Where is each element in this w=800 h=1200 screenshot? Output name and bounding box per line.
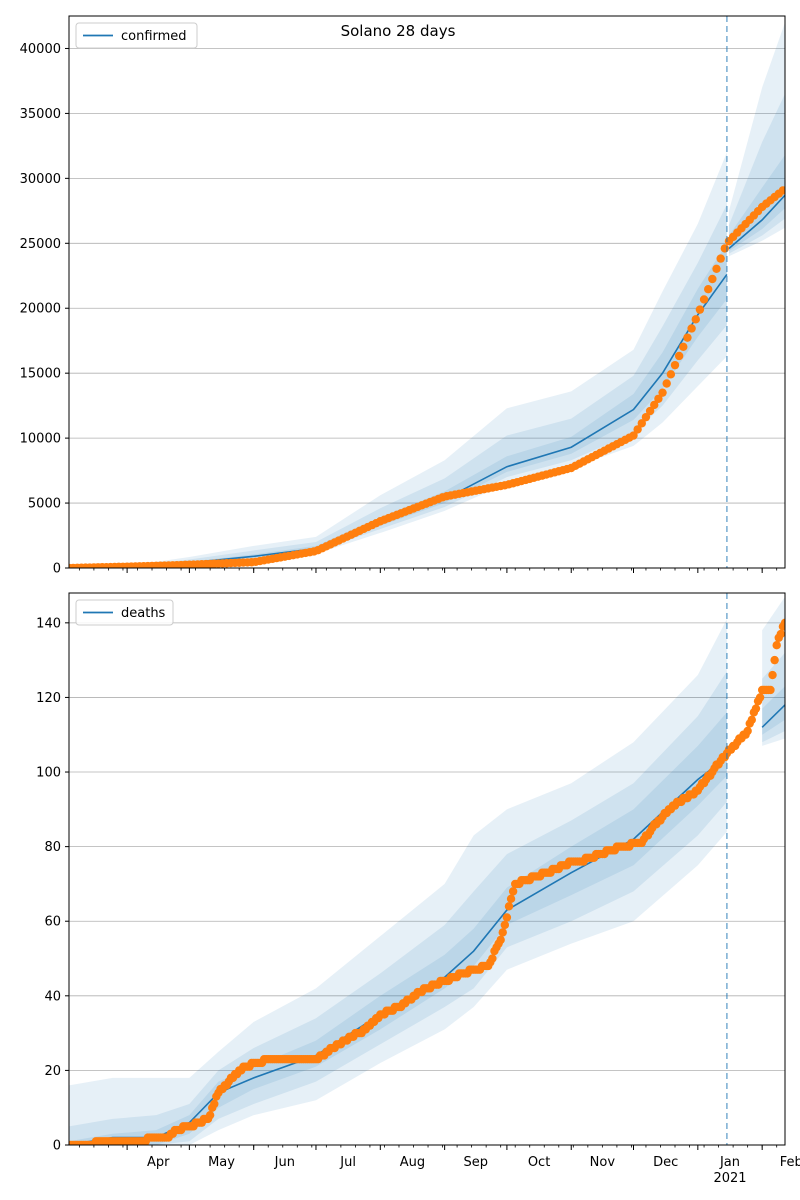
y-tick-label: 40000 xyxy=(20,42,61,57)
axes-frame xyxy=(68,15,786,569)
observed-point xyxy=(205,1110,215,1120)
observed-point xyxy=(658,388,667,397)
observed-point xyxy=(780,618,785,628)
x-tick-label: Sep xyxy=(464,1155,489,1170)
y-tick-label: 140 xyxy=(36,616,61,631)
y-tick-label: 20000 xyxy=(20,302,61,317)
confidence-band xyxy=(69,619,727,1145)
observed-point xyxy=(770,655,779,665)
y-tick-label: 80 xyxy=(44,840,61,855)
y-tick-label: 120 xyxy=(36,691,61,706)
y-tick-label: 0 xyxy=(53,1139,61,1154)
y-tick-label: 0 xyxy=(53,562,61,577)
x-tick-label: May xyxy=(208,1155,235,1170)
observed-point xyxy=(766,685,775,695)
observed-point xyxy=(498,928,507,937)
y-tick-label: 20 xyxy=(44,1064,61,1079)
confidence-band xyxy=(69,152,727,568)
observed-point xyxy=(508,887,518,896)
observed-point xyxy=(654,394,663,403)
observed-point xyxy=(743,726,752,736)
x-tick-label: Feb xyxy=(780,1155,800,1170)
x-tick-label: Jul xyxy=(339,1155,356,1170)
confidence-band xyxy=(728,93,785,254)
observed-point xyxy=(645,406,655,416)
x-tick-label: Jun xyxy=(274,1155,295,1170)
observed-point xyxy=(506,894,516,904)
observed-point xyxy=(704,285,713,294)
observed-point xyxy=(716,254,725,263)
observed-point xyxy=(747,715,756,725)
observed-point xyxy=(778,186,785,195)
y-tick-label: 40 xyxy=(44,989,61,1004)
observed-point xyxy=(695,305,705,314)
observed-point xyxy=(772,641,781,650)
observed-point xyxy=(712,264,721,274)
observed-point xyxy=(679,342,688,352)
deaths-panel: 0 20 40 60 80 100 120 140 Apr May Jun Jul Aug Sep Oct N… xyxy=(36,592,800,1186)
observed-point xyxy=(720,244,730,253)
y-tick-label: 10000 xyxy=(20,432,61,447)
observed-point xyxy=(629,431,638,440)
x-tick-label: Aug xyxy=(400,1155,425,1170)
x-tick-label: Apr xyxy=(147,1155,170,1170)
y-tick-label: 30000 xyxy=(20,172,61,187)
legend-box xyxy=(75,599,174,626)
observed-point xyxy=(687,324,696,333)
observed-point xyxy=(666,370,676,379)
figure-title: Solano 28 days xyxy=(341,22,456,40)
legend-box xyxy=(75,22,198,49)
observed-point xyxy=(500,920,510,930)
observed-point xyxy=(502,913,512,922)
observed-point xyxy=(650,400,659,410)
observed-point xyxy=(776,629,785,639)
y-tick-label: 25000 xyxy=(20,237,61,252)
legend-label: confirmed xyxy=(121,29,187,44)
observed-point xyxy=(708,274,717,284)
observed-point xyxy=(683,333,692,342)
observed-point xyxy=(751,704,761,713)
x-tick-label: Oct xyxy=(528,1155,550,1170)
model-line xyxy=(728,194,785,250)
observed-point xyxy=(768,670,777,680)
y-tick-label: 60 xyxy=(44,915,61,930)
model-line xyxy=(761,704,785,728)
observed-point xyxy=(210,1099,219,1109)
y-tick-label: 15000 xyxy=(20,367,61,382)
x-tick-label: Nov xyxy=(590,1155,616,1170)
x-tick-label: Dec xyxy=(653,1155,678,1170)
observed-point xyxy=(496,935,505,945)
confidence-band xyxy=(69,671,727,1145)
observed-point xyxy=(670,360,680,370)
confirmed-panel: 0 5000 10000 15000 20000 25000 30000 35000 40000… xyxy=(20,15,786,577)
observed-point xyxy=(755,693,765,702)
legend-label: deaths xyxy=(121,606,166,621)
y-tick-label: 35000 xyxy=(20,107,61,122)
confidence-band xyxy=(762,652,785,743)
observed-point xyxy=(504,902,514,911)
observed-point xyxy=(633,425,642,434)
observed-point xyxy=(488,954,497,963)
x-tick-label: Jan xyxy=(719,1155,740,1170)
observed-point xyxy=(699,295,709,304)
x-year-label: 2021 xyxy=(713,1171,746,1186)
observed-point xyxy=(637,419,646,428)
observed-point xyxy=(641,412,651,422)
y-tick-label: 5000 xyxy=(28,497,61,512)
axes-frame xyxy=(68,592,786,1146)
y-tick-label: 100 xyxy=(36,766,61,781)
observed-point xyxy=(674,351,684,361)
observed-point xyxy=(662,379,671,388)
observed-point xyxy=(691,315,700,324)
